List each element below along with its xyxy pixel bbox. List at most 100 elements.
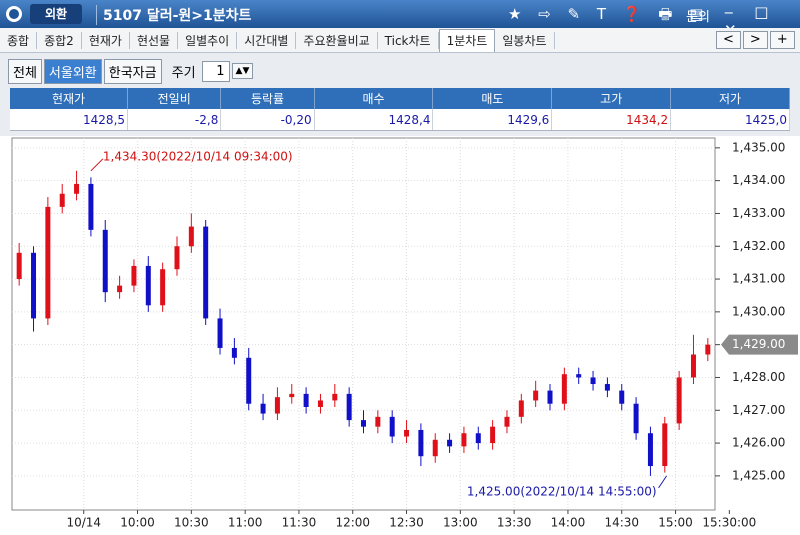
- y-tick-label: 1,425.00: [732, 468, 785, 482]
- price-tag: [721, 334, 798, 355]
- column-header: 저가: [670, 88, 790, 109]
- candle-body: [16, 252, 22, 280]
- tab[interactable]: 주요환율비교: [296, 31, 378, 49]
- period-spinner[interactable]: ▲▼: [231, 63, 254, 79]
- price-tag-label: 1,429.00: [732, 337, 785, 351]
- candle-body: [346, 393, 352, 421]
- app-icon: [6, 6, 22, 22]
- x-tick-label: 10/14: [66, 516, 101, 530]
- candle-body: [490, 426, 496, 444]
- candle-body: [633, 403, 639, 434]
- candle-body: [31, 252, 37, 319]
- y-tick-label: 1,426.00: [732, 436, 785, 450]
- candle-body: [518, 400, 524, 417]
- tab[interactable]: 현재가: [82, 31, 130, 49]
- column-header: 고가: [551, 88, 672, 109]
- candle-body: [117, 285, 123, 293]
- y-tick-label: 1,427.00: [732, 403, 785, 417]
- x-tick-label: 11:00: [228, 516, 263, 530]
- candle-body: [88, 183, 94, 230]
- candle-body: [274, 397, 280, 414]
- x-tick-label: 12:00: [335, 516, 370, 530]
- x-tick-label: 15:00: [658, 516, 693, 530]
- tab-scroll: < > +: [716, 31, 796, 49]
- quote-value: 1434,2: [551, 109, 672, 131]
- candle-body: [289, 393, 295, 398]
- y-tick-label: 1,435.00: [732, 140, 785, 154]
- candle-body: [59, 193, 65, 207]
- candle-body: [45, 206, 51, 319]
- tab[interactable]: 종합2: [37, 31, 82, 49]
- quote-value: -2,8: [127, 109, 222, 131]
- x-tick-label: 15:30:00: [702, 516, 756, 530]
- toolbar-icons[interactable]: ★ ⇨ ✎ T ❓ 🖶 ▤: [508, 5, 710, 23]
- candle-body: [504, 416, 510, 427]
- x-tick-label: 12:30: [389, 516, 424, 530]
- market-button[interactable]: 한국자금: [103, 58, 162, 84]
- tab[interactable]: Tick차트: [378, 31, 439, 49]
- tab[interactable]: 종합: [0, 31, 38, 49]
- candle-body: [676, 377, 682, 424]
- candle-body: [174, 246, 180, 270]
- x-tick-label: 11:30: [282, 516, 317, 530]
- column-header: 현재가: [10, 88, 129, 109]
- candle-body: [375, 416, 381, 427]
- candle-body: [590, 377, 596, 385]
- quote-value: 1425,0: [670, 109, 790, 131]
- annotation-arrow: [90, 158, 104, 172]
- candle-body: [361, 420, 366, 427]
- x-tick-label: 14:30: [604, 516, 639, 530]
- column-header: 매도: [432, 88, 553, 109]
- market-button[interactable]: 서울외환: [43, 58, 102, 84]
- candle-body: [604, 384, 610, 391]
- candle-body: [447, 439, 453, 447]
- candle-body: [533, 390, 539, 401]
- x-tick-label: 14:00: [551, 516, 586, 530]
- tab-add[interactable]: +: [769, 31, 795, 49]
- plot-area: [11, 137, 716, 511]
- candle-body: [74, 183, 80, 194]
- y-tick-label: 1,428.00: [732, 370, 785, 384]
- tab-prev[interactable]: <: [716, 31, 741, 49]
- menu-link[interactable]: 문의: [686, 10, 710, 25]
- candle-body: [418, 429, 424, 457]
- tab[interactable]: 시간대별: [237, 31, 297, 49]
- candle-body: [332, 393, 338, 401]
- quote-value: 1428,5: [10, 109, 129, 131]
- candle-body: [145, 265, 151, 306]
- app-label: 외환: [30, 4, 82, 24]
- x-tick-label: 10:30: [174, 516, 209, 530]
- annotation: 1,434.30(2022/10/14 09:34:00): [103, 149, 293, 163]
- tab[interactable]: 현선물: [130, 31, 179, 49]
- candle-body: [647, 433, 653, 467]
- tab-next[interactable]: >: [742, 31, 768, 49]
- quote-value: -0,20: [220, 109, 315, 131]
- candle-body: [576, 374, 582, 378]
- quote-table: 현재가 전일비 등락률 매수 매도 고가 저가 1428,5 -2,8 -0,20 1428,4 14…: [10, 88, 790, 131]
- period-input[interactable]: 1: [201, 60, 230, 82]
- title-bar: 외환 5107 달러-원>1분차트 ★ ⇨ ✎ T ❓ 🖶 ▤ 문의 ‒ □ ✕: [0, 0, 800, 39]
- candle-body: [432, 439, 438, 457]
- quote-value: 1429,6: [432, 109, 553, 131]
- candle-body: [317, 400, 323, 407]
- candle-body: [246, 357, 252, 404]
- column-header: 전일비: [127, 88, 222, 109]
- candle-body: [705, 344, 711, 355]
- market-button[interactable]: 전체: [8, 58, 42, 84]
- tab[interactable]: 1분차트: [438, 28, 496, 52]
- annotation: 1,425.00(2022/10/14 14:55:00): [467, 484, 657, 498]
- candle-body: [131, 265, 137, 286]
- candle-body: [217, 318, 223, 348]
- chart: 1,425.00 1,426.00 1,427.00 1,428.00 1,429.00…: [0, 136, 800, 535]
- toolbar: 전체 서울외환 한국자금 주기 1 ▲▼: [8, 58, 254, 84]
- candle-body: [461, 433, 467, 447]
- tab[interactable]: 일봉차트: [495, 31, 555, 49]
- x-tick-label: 10:00: [120, 516, 155, 530]
- candle-body: [188, 226, 194, 247]
- candle-body: [231, 347, 237, 358]
- candle-body: [662, 423, 668, 467]
- y-tick-label: 1,434.00: [732, 173, 785, 187]
- tab[interactable]: 일별추이: [178, 31, 238, 49]
- tab-bar: 종합 종합2 현재가 현선물 일별추이 시간대별 주요환율비교 Tick차트 1분차트 일봉차트: [0, 28, 800, 53]
